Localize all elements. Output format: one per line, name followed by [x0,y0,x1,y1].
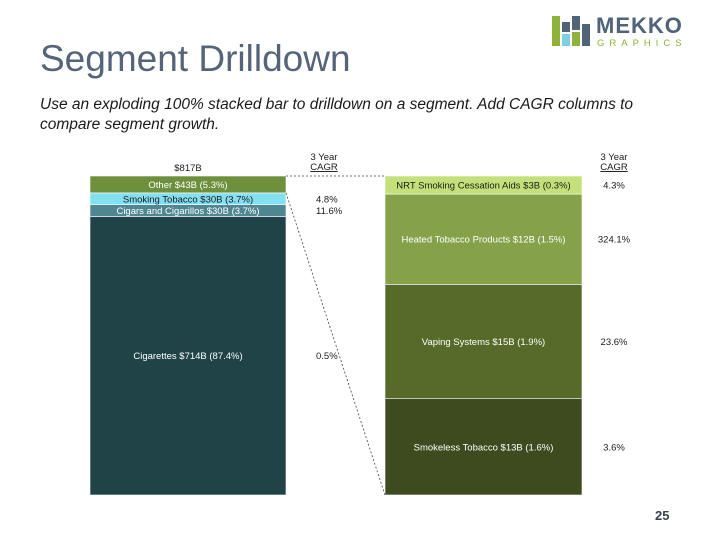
main-bar-total-label: $817B [174,163,201,174]
drill-cagr-header: 3 Year [601,152,628,163]
drill-bar-segment [384,398,583,496]
mekko-logo-icon [552,16,590,46]
drill-segment-label: Smokeless Tobacco $13B (1.6%) [414,442,554,453]
main-cagr-header: 3 Year [311,152,338,163]
main-cagr-header: CAGR [310,162,338,173]
drill-segment-cagr: 23.6% [601,337,628,348]
drill-cagr-header: CAGR [600,162,628,173]
drill-segment-label: NRT Smoking Cessation Aids $3B (0.3%) [396,181,570,192]
main-segment-cagr: 4.8% [316,194,338,205]
drill-bar-segment [384,175,583,195]
drill-bar-segment [384,193,583,285]
main-bar-segment [89,175,287,194]
logo-subword: GRAPHICS [597,38,687,49]
drill-segment-cagr: 4.3% [603,181,625,192]
main-segment-label: Other $43B (5.3%) [148,180,227,191]
page-title: Segment Drilldown [40,38,351,79]
drill-segment-label: Heated Tobacco Products $12B (1.5%) [401,235,565,246]
drill-segment-label: Vaping Systems $15B (1.9%) [422,337,545,348]
drill-segment-cagr: 3.6% [603,442,625,453]
drill-segment-cagr: 324.1% [598,235,631,246]
main-segment-label: Cigarettes $714B (87.4%) [133,351,242,362]
page-number: 25 [655,508,670,523]
page-subtitle: Use an exploding 100% stacked bar to dri… [40,96,634,133]
mekko-graphics-logo: MEKKO GRAPHICS [552,13,704,49]
explode-connector-bottom [285,192,386,496]
main-segment-label: Smoking Tobacco $30B (3.7%) [123,194,253,205]
main-segment-cagr: 0.5% [316,351,338,362]
logo-word: MEKKO [596,13,683,38]
main-segment-label: Cigars and Cigarillos $30B (3.7%) [116,206,259,217]
main-bar-segment [89,216,287,496]
drill-bar-segment [384,284,583,399]
main-segment-cagr: 11.6% [316,206,343,217]
